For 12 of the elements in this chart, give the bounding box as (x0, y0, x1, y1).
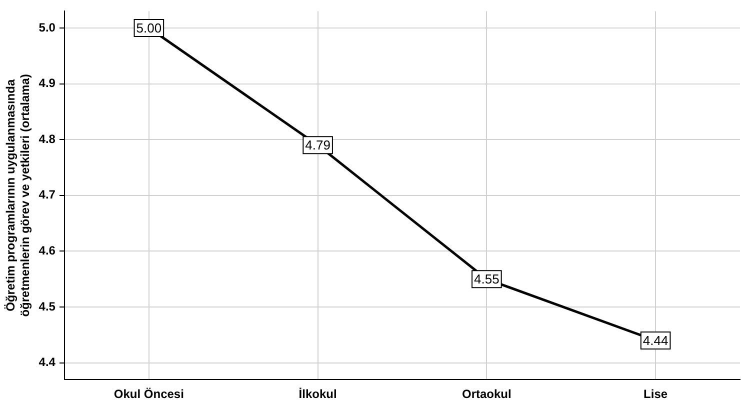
y-tick-label: 4.4 (38, 355, 56, 370)
x-tick-label: Okul Öncesi (114, 387, 184, 402)
y-tick-label: 5.0 (38, 20, 56, 34)
x-tick-label: İlkokul (298, 387, 337, 402)
y-tick-label: 4.6 (38, 244, 56, 258)
x-tick-label: Lise (644, 387, 668, 402)
y-tick-label: 4.8 (38, 132, 56, 146)
y-axis-title: Öğretim programlarının uygulanmasında öğretmenlerin görev ve yetkileri (ortalama) (4, 74, 32, 317)
y-tick-label: 4.9 (38, 76, 56, 90)
y-tick-label: 4.5 (38, 299, 56, 314)
y-tick-label: 4.7 (38, 188, 56, 202)
x-tick-label: Ortaokul (462, 387, 512, 402)
